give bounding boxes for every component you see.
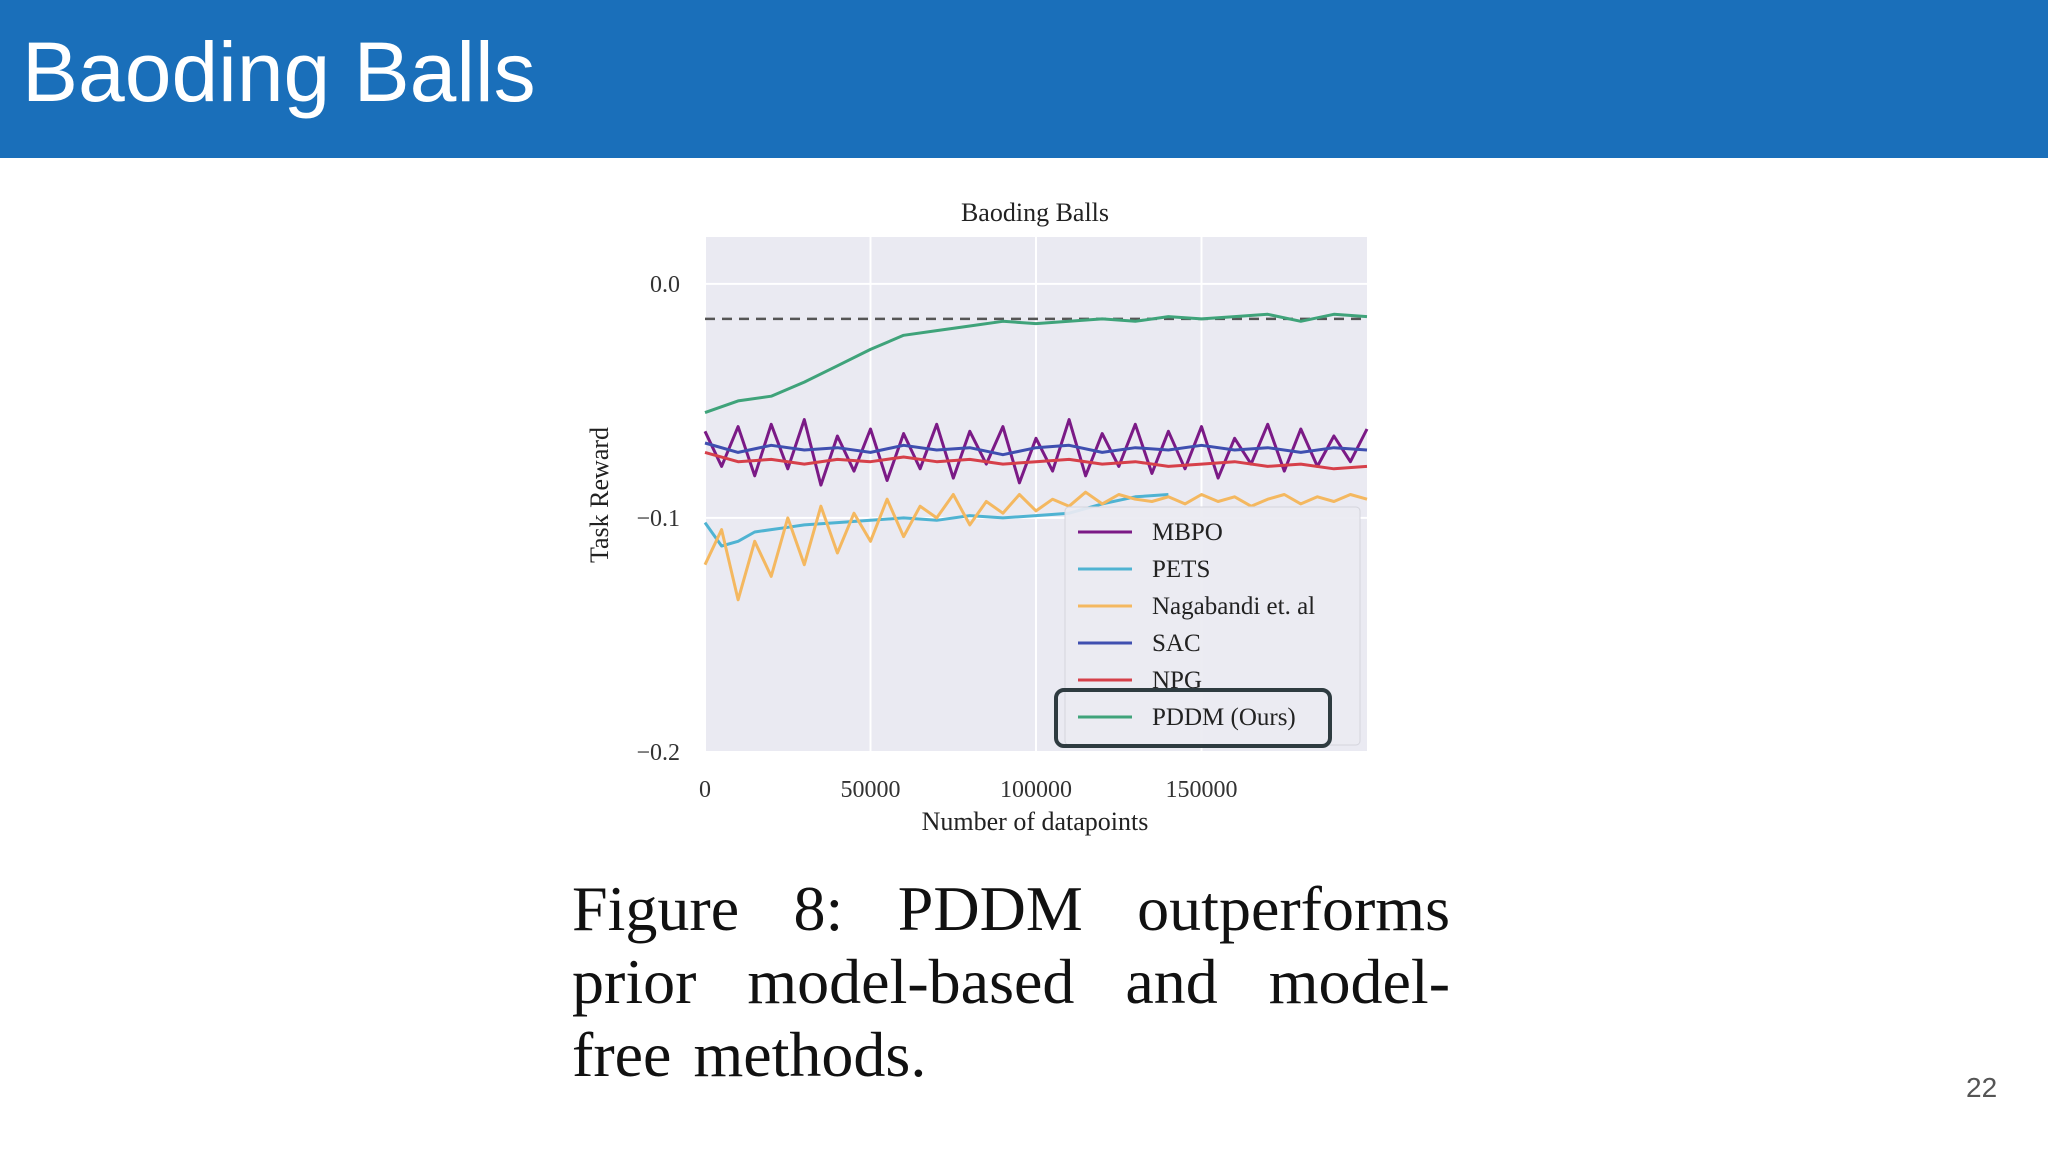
caption-word: PDDM <box>897 873 1083 944</box>
caption-word: free <box>572 1019 672 1090</box>
y-axis-label: Task Reward <box>585 427 614 563</box>
legend-label: MBPO <box>1152 519 1223 546</box>
y-tick-label: 0.0 <box>650 272 680 298</box>
highlight-box <box>1054 688 1332 748</box>
x-tick-label: 50000 <box>841 777 901 803</box>
y-tick-labels: 0.0 −0.1 −0.2 <box>636 272 680 766</box>
series-line-4 <box>704 450 1368 471</box>
caption-word: Figure <box>572 873 740 944</box>
title-bar: Baoding Balls <box>0 0 2048 158</box>
caption-word: and <box>1125 946 1218 1017</box>
caption-line: free methods. <box>572 1018 1450 1091</box>
line-chart: Baoding Balls 0.0 −0.1 −0.2 0 50000 100000 15… <box>585 198 1369 836</box>
x-tick-label: 150000 <box>1166 777 1238 803</box>
page-number: 22 <box>1966 1072 1998 1103</box>
x-tick-labels: 0 50000 100000 150000 <box>699 777 1238 803</box>
x-tick-label: 100000 <box>1000 777 1072 803</box>
caption-word: model- <box>1268 946 1450 1017</box>
caption-word: outperforms <box>1137 873 1450 944</box>
x-axis-label: Number of datapoints <box>922 807 1149 836</box>
legend-label: PETS <box>1152 556 1210 583</box>
series-line-2 <box>703 490 1368 602</box>
slide-title: Baoding Balls <box>22 25 536 119</box>
x-tick-label: 0 <box>699 777 711 803</box>
y-tick-label: −0.1 <box>636 506 680 532</box>
chart-title: Baoding Balls <box>961 198 1109 227</box>
series-line-3 <box>704 441 1368 457</box>
caption-word: prior <box>572 946 697 1017</box>
series-line-5 <box>704 312 1368 415</box>
caption-word: methods. <box>693 1019 927 1090</box>
legend-label: PDDM (Ours) <box>1152 704 1296 731</box>
legend-label: Nagabandi et. al <box>1152 593 1315 620</box>
y-tick-label: −0.2 <box>636 740 680 766</box>
caption-word: 8: <box>793 873 844 944</box>
figure-caption: Figure 8: PDDM outperforms prior model-based a… <box>572 872 1450 1091</box>
caption-word: model-based <box>747 946 1075 1017</box>
caption-line: prior model-based and model- <box>572 945 1450 1018</box>
legend-label: SAC <box>1152 630 1201 657</box>
caption-line: Figure 8: PDDM outperforms <box>572 872 1450 945</box>
